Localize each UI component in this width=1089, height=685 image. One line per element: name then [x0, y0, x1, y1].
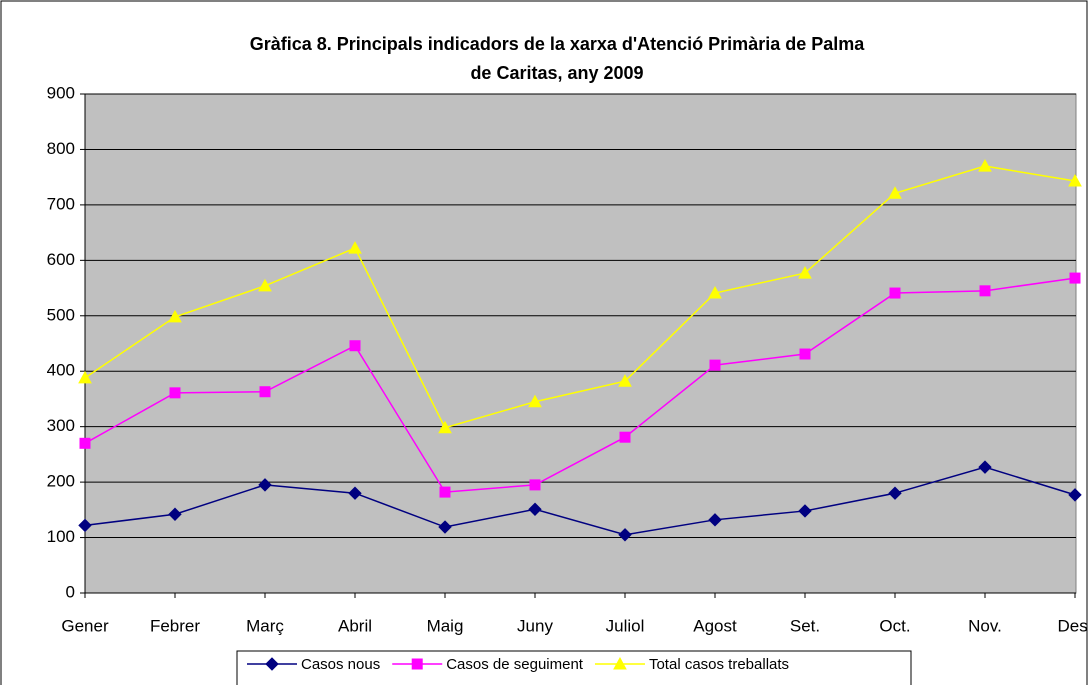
- point-marker: [889, 287, 901, 299]
- chart-title: Gràfica 8. Principals indicadors de la x…: [250, 34, 866, 54]
- point-marker: [799, 348, 811, 360]
- point-marker: [528, 394, 542, 408]
- x-tick-label: Juliol: [606, 616, 645, 635]
- point-marker: [348, 241, 362, 254]
- x-tick-label: Nov.: [968, 616, 1002, 635]
- chart-title: de Caritas, any 2009: [470, 63, 643, 83]
- series-line: [84, 277, 1076, 493]
- x-tick-label: Oct.: [879, 616, 910, 635]
- point-marker: [708, 286, 722, 299]
- x-tick-label: Gener: [61, 616, 109, 635]
- point-marker: [708, 513, 722, 527]
- point-marker: [979, 285, 991, 297]
- point-marker: [78, 370, 92, 384]
- point-marker: [439, 486, 451, 498]
- point-marker: [348, 486, 362, 500]
- y-tick-label: 900: [47, 83, 75, 102]
- point-marker: [798, 266, 812, 279]
- legend-label: Casos de seguiment: [446, 656, 584, 673]
- series-line: [84, 466, 1076, 536]
- y-tick-label: 0: [66, 582, 75, 601]
- legend-marker: [613, 656, 627, 670]
- y-tick-label: 800: [47, 139, 75, 158]
- point-marker: [618, 528, 632, 542]
- point-marker: [978, 159, 992, 172]
- y-tick-label: 500: [47, 305, 75, 324]
- point-marker: [349, 340, 361, 352]
- x-tick-label: Juny: [517, 616, 553, 635]
- point-marker: [978, 460, 992, 474]
- point-marker: [528, 502, 542, 516]
- point-marker: [619, 431, 631, 443]
- x-tick-label: Febrer: [150, 616, 200, 635]
- x-tick-label: Agost: [693, 616, 737, 635]
- point-marker: [168, 507, 182, 521]
- x-tick-label: Set.: [790, 616, 820, 635]
- point-marker: [169, 387, 181, 399]
- point-marker: [78, 518, 92, 533]
- legend-label: Casos nous: [301, 656, 380, 673]
- point-marker: [259, 386, 271, 398]
- y-tick-label: 300: [47, 416, 75, 435]
- point-marker: [798, 504, 812, 518]
- point-marker: [438, 420, 452, 434]
- x-tick-label: Abril: [338, 616, 372, 635]
- legend-marker: [265, 657, 279, 671]
- point-marker: [438, 520, 452, 534]
- point-marker: [529, 479, 541, 491]
- x-tick-label: Maig: [427, 616, 464, 635]
- y-tick-label: 200: [47, 472, 75, 491]
- y-tick-label: 100: [47, 527, 75, 546]
- y-tick-label: 400: [47, 361, 75, 380]
- x-tick-label: Març: [246, 616, 284, 635]
- legend: [236, 650, 912, 685]
- point-marker: [258, 478, 272, 492]
- point-marker: [618, 374, 632, 387]
- y-tick-label: 600: [47, 250, 75, 269]
- point-marker: [258, 278, 272, 292]
- legend-marker: [411, 658, 423, 670]
- point-marker: [888, 186, 902, 199]
- series-line: [84, 165, 1076, 429]
- plot-area: [84, 93, 1077, 594]
- point-marker: [709, 359, 721, 371]
- point-marker: [888, 486, 902, 500]
- point-marker: [1069, 272, 1081, 284]
- point-marker: [1068, 488, 1082, 502]
- point-marker: [1068, 174, 1082, 187]
- point-marker: [79, 437, 91, 449]
- legend-label: Total casos treballats: [649, 656, 789, 673]
- point-marker: [168, 309, 182, 323]
- x-tick-label: Des.: [1058, 616, 1089, 635]
- y-tick-label: 700: [47, 194, 75, 213]
